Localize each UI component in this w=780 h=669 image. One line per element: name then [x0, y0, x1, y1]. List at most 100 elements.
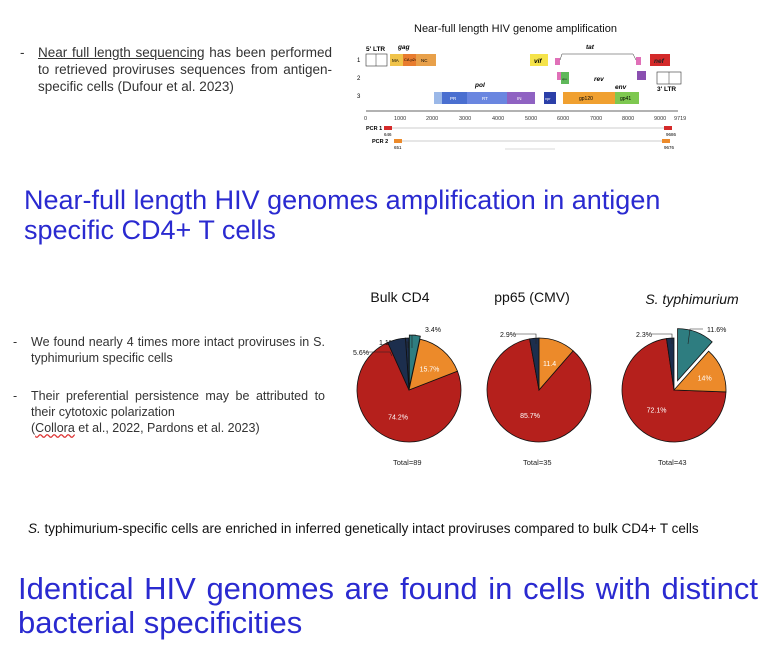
pcr2-end: 9676 [664, 145, 675, 150]
pie-2-label-1: 14% [698, 375, 712, 382]
pie-0-label-0: 74.2% [388, 414, 408, 421]
tick-9719: 9719 [674, 116, 686, 122]
pie-0-label-1: 15.7% [420, 366, 440, 373]
tat-label: tat [586, 44, 595, 51]
pie-title-cmv: pp65 (CMV) [494, 289, 570, 305]
intro-underlined: Near full length sequencing [38, 45, 205, 60]
pcr1-label: PCR 1 [366, 126, 382, 132]
in-box [507, 92, 535, 104]
pie-0-leader-4 [366, 351, 393, 357]
pie-2-slice-2 [677, 328, 713, 382]
caption-rest: typhimurium-specific cells are enriched … [40, 521, 699, 536]
pie-0-label-3: 1.1% [379, 340, 395, 347]
gp41-label: gp41 [620, 96, 631, 102]
genome-diagram: 1 2 3 5' LTR gag MA CA p24 NC vif tat ne… [357, 44, 686, 150]
ltr5-box [365, 53, 388, 67]
ca-box [403, 54, 416, 66]
nef-label: nef [654, 58, 665, 65]
pie-0-slice-4 [387, 337, 410, 391]
genome-title: Near-full length HIV genome amplificatio… [414, 23, 617, 35]
nc-box [416, 54, 436, 66]
pie-charts: 74.2% 15.7% 3.4% 1.1% 5.6% Total=89 85.7% 11.4 2… [353, 327, 727, 467]
pcr2-start: 651 [394, 145, 402, 150]
pie-title-styph: S. typhimurium [622, 291, 762, 307]
pr-label: PR [450, 96, 457, 101]
vpu-box [561, 72, 569, 84]
tick-9000: 9000 [654, 116, 666, 122]
gp41-box [615, 92, 639, 104]
pie-2-total: Total=43 [658, 458, 687, 467]
cite-collora: Collora [35, 421, 75, 435]
pie-2-leader-2 [687, 328, 703, 345]
tick-2000: 2000 [426, 116, 438, 122]
ltr5-label: 5' LTR [366, 46, 385, 53]
bullet-dash: - [20, 45, 25, 60]
pie-title-styph-text: S. typhimurium [645, 291, 739, 307]
pie-2-label-2: 11.6% [707, 327, 726, 334]
ca-label: CA p24 [404, 57, 418, 62]
pie-1-label-2: 2.9% [500, 332, 516, 339]
pie-2-label-3: 2.3% [636, 332, 652, 339]
pcr1-end: 9686 [666, 132, 677, 137]
finding-bullet-1: - We found nearly 4 times more intact pro… [13, 335, 325, 365]
pie-2-slice-1 [673, 350, 727, 393]
pie-title-bulk: Bulk CD4 [370, 289, 430, 305]
tick-7000: 7000 [590, 116, 602, 122]
nef-box [650, 54, 670, 66]
heading-amplification: Near-full length HIV genomes amplificati… [24, 185, 661, 245]
pie-1-total: Total=35 [523, 458, 552, 467]
pie-0-slice-2 [408, 334, 421, 388]
finding-bullet-2: - Their preferential persistence may be a… [13, 389, 325, 419]
in-label: IN [517, 96, 522, 101]
vpr-label: vpr [545, 96, 551, 101]
gp120-label: gp120 [579, 96, 593, 102]
vpu-label: vpu [562, 77, 567, 81]
caption: S. typhimurium-specific cells are enrich… [28, 521, 728, 537]
rt-label: RT [482, 96, 488, 101]
pie-2-slice-3 [666, 337, 675, 391]
pr-box [442, 92, 467, 104]
vif-label: vif [534, 58, 542, 65]
pie-0-label-4: 5.6% [353, 350, 369, 357]
tick-5000: 5000 [525, 116, 537, 122]
ma-box [390, 54, 403, 66]
nc-label: NC [421, 58, 428, 63]
pie-1-slice-2 [529, 337, 540, 391]
pie-2-label-0: 72.1% [647, 407, 667, 414]
pcr1-start: 646 [384, 132, 392, 137]
vpr-box [544, 92, 556, 104]
tick-0: 0 [364, 116, 367, 122]
pcr2-label: PCR 2 [372, 139, 388, 145]
pol-label: pol [474, 82, 485, 89]
env-label: env [615, 84, 627, 91]
pie-0-slice-1 [408, 338, 458, 391]
pie-2-leader-3 [651, 333, 673, 344]
pie-1-label-1: 11.4 [543, 361, 556, 368]
tick-3000: 3000 [459, 116, 471, 122]
pie-1-label-0: 85.7% [520, 413, 540, 420]
rt-box [467, 92, 507, 104]
tick-8000: 8000 [622, 116, 634, 122]
ma-label: MA [392, 58, 399, 63]
heading-identical: Identical HIV genomes are found in cells… [18, 571, 758, 640]
caption-italic: S. [28, 521, 41, 536]
intro-bullet: - Near full length sequencing has been pe… [20, 44, 332, 95]
pie-0-total: Total=89 [393, 458, 422, 467]
intro-rest: has been performed to retrieved provirus… [38, 45, 332, 94]
rev-label: rev [594, 76, 604, 83]
pie-0-slice-0 [356, 342, 462, 443]
finding-text-1: We found nearly 4 times more intact prov… [31, 335, 325, 365]
ltr3-label: 3' LTR [657, 86, 676, 93]
gag-label: gag [397, 44, 410, 51]
pie-0-leader-2 [411, 334, 416, 348]
tick-4000: 4000 [492, 116, 504, 122]
tick-6000: 6000 [557, 116, 569, 122]
pie-1-leader-2 [514, 333, 537, 344]
tick-1000: 1000 [394, 116, 406, 122]
finding-text-2: Their preferential persistence may be at… [31, 389, 325, 419]
finding-citation: (Collora et al., 2022, Pardons et al. 20… [31, 421, 260, 435]
frame-2: 2 [357, 76, 361, 82]
gp120-box [563, 92, 615, 104]
frame-3: 3 [357, 94, 361, 100]
pie-0-label-2: 3.4% [425, 327, 441, 334]
